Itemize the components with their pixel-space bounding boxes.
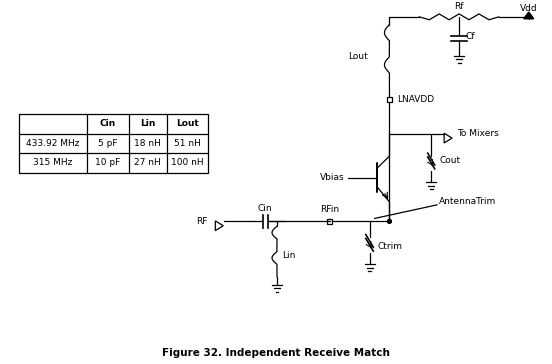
- Text: 433.92 MHz: 433.92 MHz: [26, 139, 80, 148]
- Bar: [387, 97, 392, 102]
- Text: Cin: Cin: [258, 203, 272, 213]
- Text: 27 nH: 27 nH: [134, 158, 161, 167]
- Text: Lout: Lout: [348, 52, 368, 61]
- Text: RFin: RFin: [320, 205, 339, 214]
- Text: 5 pF: 5 pF: [98, 139, 118, 148]
- Text: 315 MHz: 315 MHz: [34, 158, 73, 167]
- Text: Vbias: Vbias: [320, 173, 344, 182]
- Polygon shape: [524, 12, 534, 19]
- Text: To Mixers: To Mixers: [457, 129, 499, 138]
- Text: Rf: Rf: [454, 2, 464, 11]
- Text: Lin: Lin: [282, 251, 295, 260]
- Circle shape: [388, 219, 391, 223]
- Text: 10 pF: 10 pF: [95, 158, 120, 167]
- Text: Cf: Cf: [465, 32, 475, 41]
- Text: Figure 32. Independent Receive Match: Figure 32. Independent Receive Match: [162, 348, 390, 358]
- Text: Vdd: Vdd: [520, 4, 538, 13]
- Text: 100 nH: 100 nH: [171, 158, 204, 167]
- Text: AntennaTrim: AntennaTrim: [439, 197, 496, 206]
- Text: Cin: Cin: [100, 119, 116, 128]
- Text: Ctrim: Ctrim: [378, 242, 402, 251]
- Text: LNAVDD: LNAVDD: [397, 95, 434, 104]
- Text: RF: RF: [196, 217, 208, 226]
- Text: 18 nH: 18 nH: [134, 139, 161, 148]
- Text: Lout: Lout: [176, 119, 199, 128]
- Text: 51 nH: 51 nH: [174, 139, 201, 148]
- Bar: [327, 219, 332, 224]
- Text: Lin: Lin: [140, 119, 155, 128]
- Text: Cout: Cout: [439, 157, 460, 166]
